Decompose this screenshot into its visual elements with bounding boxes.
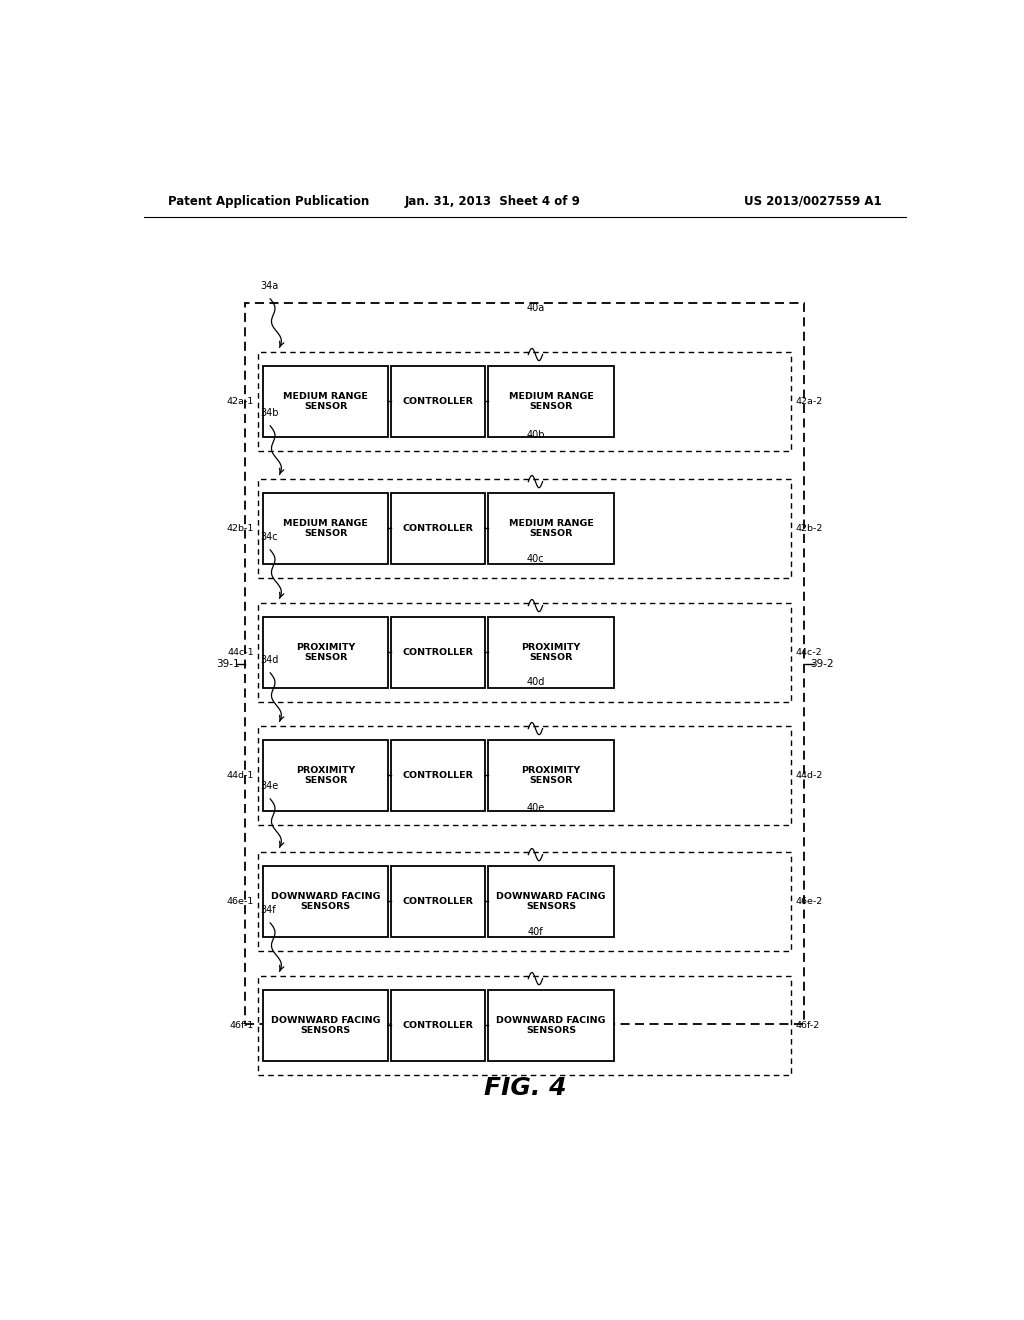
Bar	[488, 866, 613, 937]
Bar	[391, 990, 485, 1061]
Bar	[258, 851, 792, 952]
Text: 46f-1: 46f-1	[230, 1020, 254, 1030]
Text: 40e: 40e	[526, 803, 545, 813]
Text: Jan. 31, 2013  Sheet 4 of 9: Jan. 31, 2013 Sheet 4 of 9	[406, 194, 581, 207]
Text: MEDIUM RANGE
SENSOR: MEDIUM RANGE SENSOR	[509, 392, 594, 411]
Bar	[258, 479, 792, 578]
Text: CONTROLLER: CONTROLLER	[402, 896, 474, 906]
Text: 46e-2: 46e-2	[796, 896, 822, 906]
Bar	[263, 616, 388, 688]
Text: 40c: 40c	[526, 554, 545, 564]
Bar	[488, 366, 613, 437]
Text: 46e-1: 46e-1	[227, 896, 254, 906]
Bar	[258, 351, 792, 451]
Bar	[263, 366, 388, 437]
Text: CONTROLLER: CONTROLLER	[402, 524, 474, 533]
Text: 34b: 34b	[260, 408, 279, 417]
Text: CONTROLLER: CONTROLLER	[402, 771, 474, 780]
Text: 44c-1: 44c-1	[227, 648, 254, 657]
Text: MEDIUM RANGE
SENSOR: MEDIUM RANGE SENSOR	[509, 519, 594, 539]
Bar	[263, 990, 388, 1061]
Text: 46f-2: 46f-2	[796, 1020, 819, 1030]
Bar	[488, 990, 613, 1061]
Text: 39-1: 39-1	[216, 659, 240, 668]
Text: CONTROLLER: CONTROLLER	[402, 1020, 474, 1030]
Text: 44d-2: 44d-2	[796, 771, 823, 780]
Text: CONTROLLER: CONTROLLER	[402, 397, 474, 405]
Text: 44c-2: 44c-2	[796, 648, 822, 657]
Text: 39-2: 39-2	[810, 659, 834, 668]
Text: PROXIMITY
SENSOR: PROXIMITY SENSOR	[296, 643, 355, 663]
Text: PROXIMITY
SENSOR: PROXIMITY SENSOR	[521, 766, 581, 785]
Bar	[258, 975, 792, 1076]
Bar	[488, 739, 613, 810]
Bar	[391, 616, 485, 688]
Bar	[391, 492, 485, 564]
Text: PROXIMITY
SENSOR: PROXIMITY SENSOR	[521, 643, 581, 663]
Text: 42b-2: 42b-2	[796, 524, 823, 533]
Text: PROXIMITY
SENSOR: PROXIMITY SENSOR	[296, 766, 355, 785]
Bar	[391, 866, 485, 937]
Text: 42b-1: 42b-1	[226, 524, 254, 533]
Text: 44d-1: 44d-1	[226, 771, 254, 780]
Text: 42a-1: 42a-1	[227, 397, 254, 405]
Text: 40f: 40f	[527, 927, 544, 937]
Text: 34d: 34d	[260, 655, 279, 664]
Bar	[263, 866, 388, 937]
Text: MEDIUM RANGE
SENSOR: MEDIUM RANGE SENSOR	[284, 519, 368, 539]
Bar	[488, 492, 613, 564]
Text: 40b: 40b	[526, 430, 545, 440]
Text: MEDIUM RANGE
SENSOR: MEDIUM RANGE SENSOR	[284, 392, 368, 411]
Bar	[258, 726, 792, 825]
Text: 34e: 34e	[260, 780, 279, 791]
Text: 34f: 34f	[260, 904, 276, 915]
Bar	[258, 602, 792, 702]
Text: 34a: 34a	[260, 281, 279, 290]
Text: DOWNWARD FACING
SENSORS: DOWNWARD FACING SENSORS	[497, 892, 606, 911]
Bar	[263, 492, 388, 564]
Text: 42a-2: 42a-2	[796, 397, 822, 405]
Text: US 2013/0027559 A1: US 2013/0027559 A1	[744, 194, 882, 207]
Bar	[488, 616, 613, 688]
Text: 34c: 34c	[260, 532, 279, 541]
Bar	[391, 739, 485, 810]
Text: FIG. 4: FIG. 4	[483, 1076, 566, 1101]
Text: CONTROLLER: CONTROLLER	[402, 648, 474, 657]
Bar	[391, 366, 485, 437]
Bar	[263, 739, 388, 810]
Bar	[246, 302, 804, 1024]
Text: Patent Application Publication: Patent Application Publication	[168, 194, 369, 207]
Text: 40a: 40a	[526, 302, 545, 313]
Text: 40d: 40d	[526, 677, 545, 686]
Text: DOWNWARD FACING
SENSORS: DOWNWARD FACING SENSORS	[271, 1015, 380, 1035]
Text: DOWNWARD FACING
SENSORS: DOWNWARD FACING SENSORS	[497, 1015, 606, 1035]
Text: DOWNWARD FACING
SENSORS: DOWNWARD FACING SENSORS	[271, 892, 380, 911]
